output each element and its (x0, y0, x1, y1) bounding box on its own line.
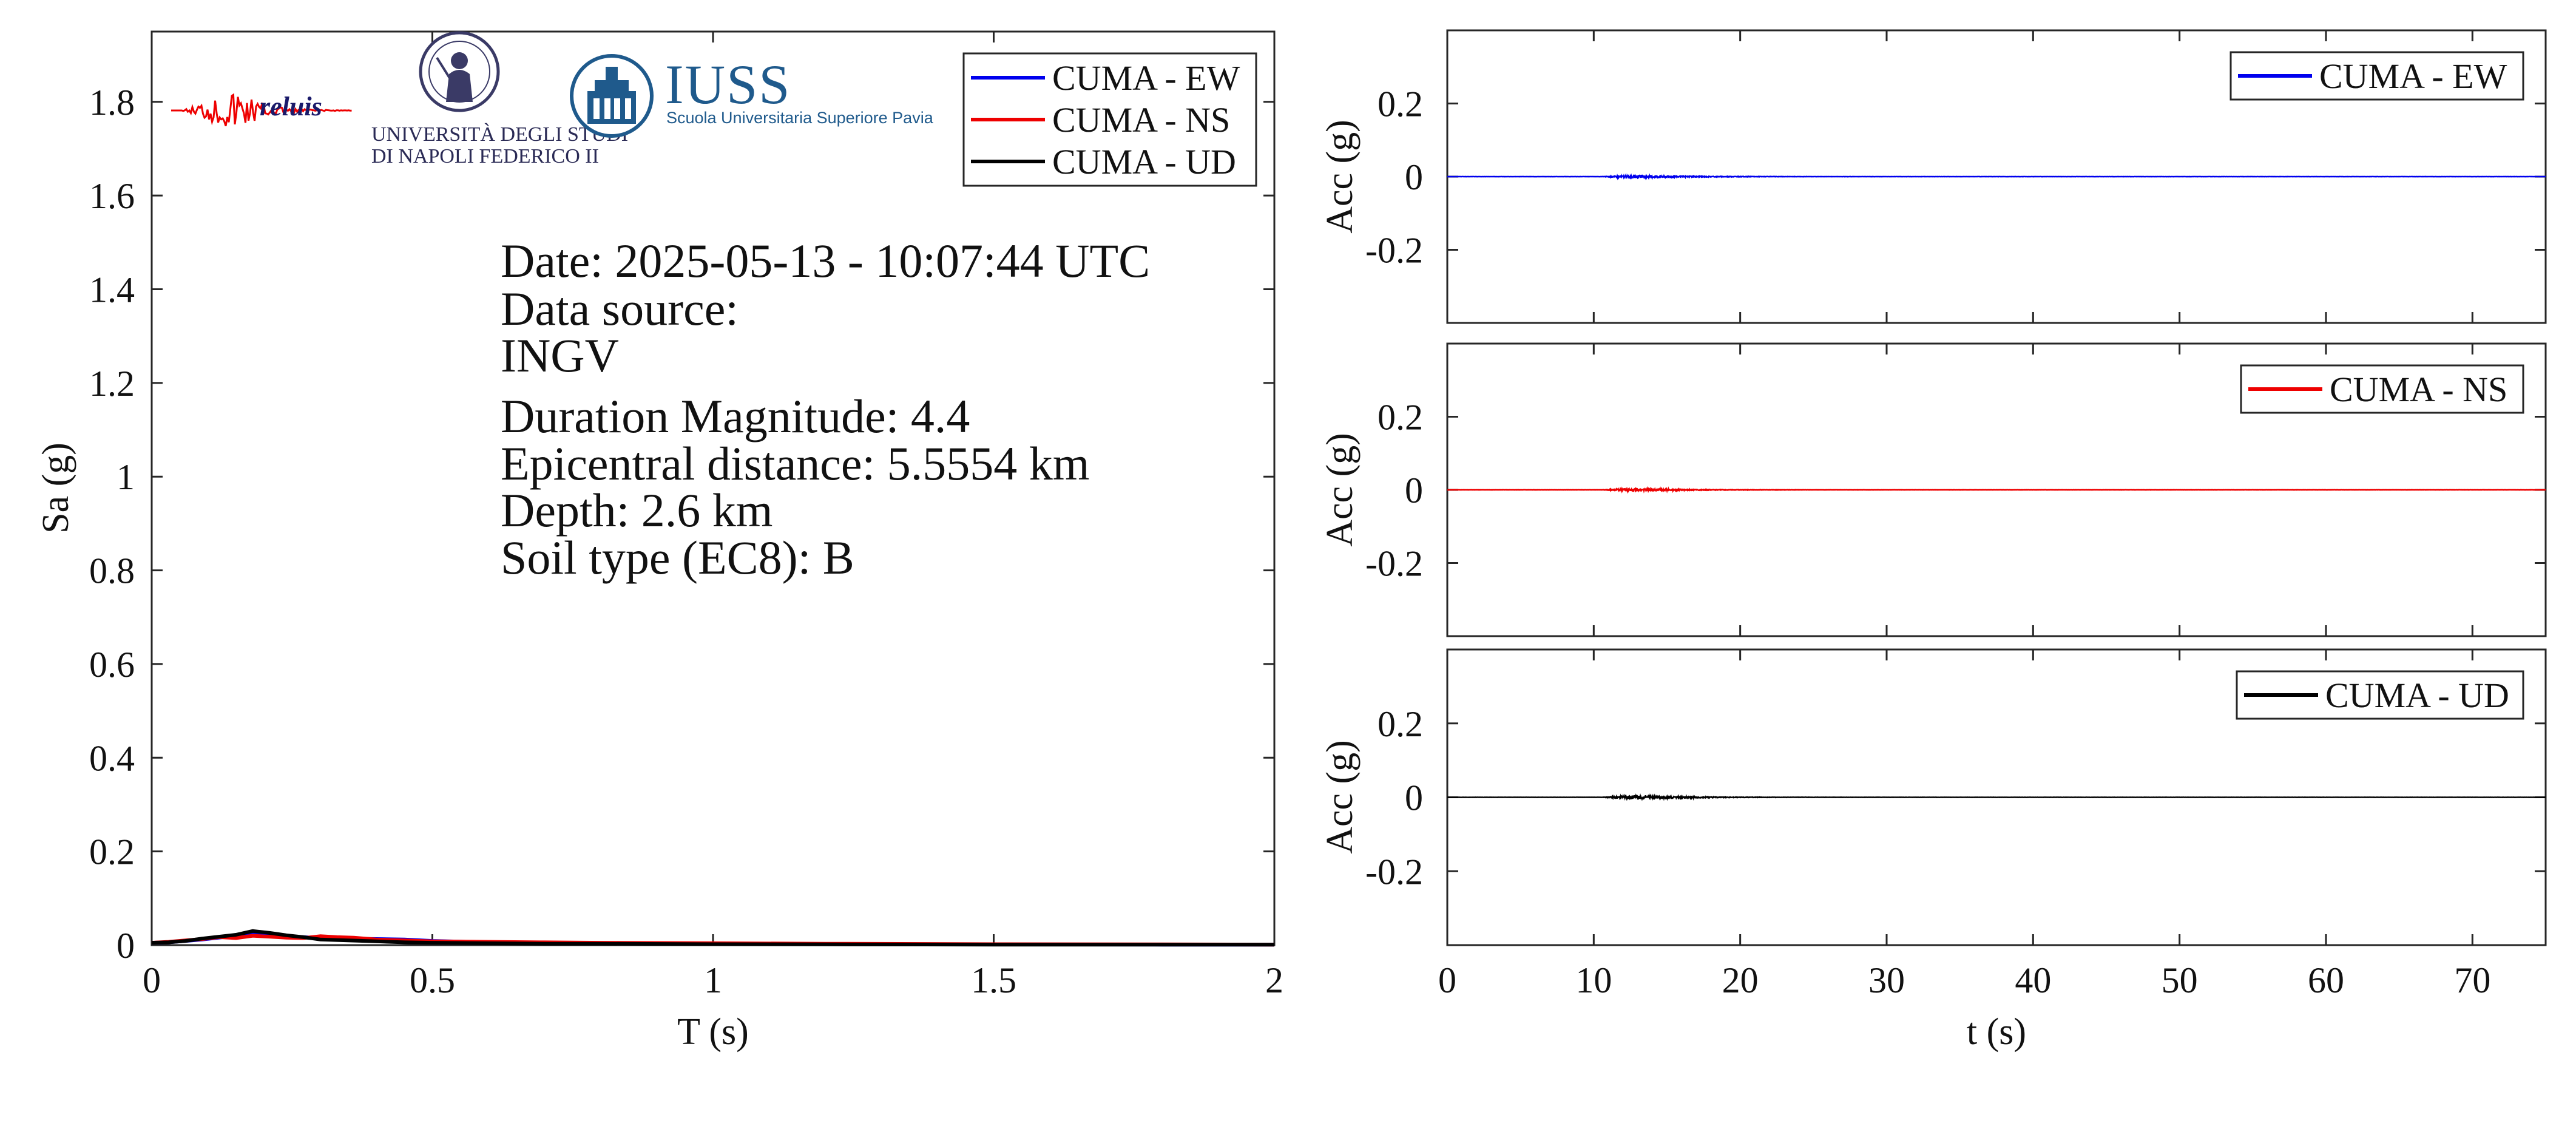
spectrum-ytick-label: 1.8 (89, 83, 135, 123)
acc-ud-xtick-label: 30 (1868, 960, 1905, 1000)
acc-ud-ytick-label: -0.2 (1365, 852, 1423, 892)
spectrum-xtick-label: 0 (143, 960, 161, 1000)
acc-ud-xtick-label: 40 (2015, 960, 2051, 1000)
acc-ns-waveform (1447, 486, 2546, 494)
data-source-label: Data source: (501, 282, 739, 335)
reluis-seismogram-icon (171, 93, 352, 127)
acc-ew-ytick-label: 0.2 (1378, 84, 1423, 124)
acc-ud-xlabel: t (s) (1967, 1011, 2026, 1053)
spectrum-series-group (151, 929, 1275, 947)
acc-ud-xtick-label: 20 (1722, 960, 1759, 1000)
acc-ud-xtick-label: 0 (1438, 960, 1456, 1000)
acc-ew-ytick-label: 0 (1405, 157, 1423, 197)
data-source-value: INGV (501, 329, 619, 382)
spectrum-xtick-label: 1 (704, 960, 722, 1000)
acc-ud-ytick-label: 0 (1405, 778, 1423, 818)
spectrum-ytick-label: 1.4 (89, 270, 135, 310)
spectrum-xtick-label: 2 (1265, 960, 1283, 1000)
spectrum-series-cuma-ud (151, 929, 1274, 947)
spectrum-ytick-label: 0.8 (89, 551, 135, 591)
spectrum-ylabel: Sa (g) (35, 443, 76, 534)
iuss-logo-subtitle: Scuola Universitaria Superiore Pavia (666, 109, 934, 127)
acc-ew-legend-label: CUMA - EW (2319, 56, 2507, 96)
acc-ud-xtick-label: 10 (1575, 960, 1612, 1000)
acc-ns-legend: CUMA - NS (2240, 364, 2524, 414)
spectrum-ytick-label: 1.6 (89, 176, 135, 216)
epicentral-distance: Epicentral distance: 5.5554 km (501, 437, 1089, 490)
acc-ns-ytick-label: -0.2 (1365, 544, 1423, 584)
spectrum-xlabel: T (s) (677, 1011, 749, 1053)
iuss-logo: IUSS Scuola Universitaria Superiore Pavi… (570, 53, 934, 138)
acc-ew-series-group (1447, 173, 2546, 181)
spectrum-ytick-label: 0.4 (89, 738, 135, 778)
acc-ud-ytick-label: 0.2 (1378, 704, 1423, 744)
spectrum-ticks: 0 0.2 0.4 0.6 0.8 1 1.2 1.4 1.6 1.8 0 0.5 1 1.5 2 (89, 32, 1283, 1000)
acc-ud-legend-label: CUMA - UD (2325, 676, 2509, 715)
acc-ns-ytick-label: 0.2 (1378, 398, 1423, 438)
spectrum-ytick-label: 0.6 (89, 645, 135, 685)
reluis-logo-text: reluis (260, 92, 322, 121)
spectrum-xtick-label: 0.5 (410, 960, 455, 1000)
acc-ew-ytick-label: -0.2 (1365, 231, 1423, 271)
acc-ud-xtick-label: 60 (2308, 960, 2344, 1000)
acc-ud-legend: CUMA - UD (2236, 670, 2524, 720)
spectrum-ytick-label: 0 (117, 926, 135, 966)
acc-ew-waveform (1447, 173, 2546, 181)
spectrum-ytick-label: 1 (117, 457, 135, 497)
acc-ew-chart: -0.2 0 0.2 Acc (g) CUMA - EW (1319, 29, 2547, 324)
event-depth: Depth: 2.6 km (501, 484, 772, 537)
acc-ud-series-group (1447, 793, 2546, 801)
acc-ew-legend: CUMA - EW (2229, 51, 2524, 101)
acc-ew-ylabel: Acc (g) (1319, 120, 1361, 234)
acc-ns-ylabel: Acc (g) (1319, 433, 1361, 547)
unina-logo: UNIVERSITÀ DEGLI STUDI DI NAPOLI FEDERIC… (371, 31, 628, 168)
event-date: Date: 2025-05-13 - 10:07:44 UTC (501, 234, 1150, 287)
acc-ew-ticks: -0.2 0 0.2 (1365, 30, 2546, 323)
acc-ns-series-group (1447, 486, 2546, 494)
legend-label-ud: CUMA - UD (1052, 142, 1236, 181)
acc-ud-ylabel: Acc (g) (1319, 740, 1361, 854)
acc-ud-chart: -0.2 0 0.2 0 10 20 30 40 50 60 70 Acc (g) t (s) CU… (1319, 648, 2547, 1053)
legend-label-ns: CUMA - NS (1052, 100, 1230, 140)
acc-ns-legend-label: CUMA - NS (2330, 370, 2507, 409)
iuss-logo-text: IUSS (665, 53, 791, 115)
acc-ns-chart: -0.2 0 0.2 Acc (g) CUMA - NS (1319, 342, 2547, 637)
unina-seal-icon (419, 31, 500, 112)
soil-type: Soil type (EC8): B (501, 531, 854, 584)
acc-ns-ytick-label: 0 (1405, 470, 1423, 510)
iuss-building-icon (570, 54, 654, 138)
spectrum-ytick-label: 1.2 (89, 364, 135, 404)
event-magnitude: Duration Magnitude: 4.4 (501, 390, 970, 443)
spectrum-legend: CUMA - EW CUMA - NS CUMA - UD (962, 52, 1257, 187)
acc-ud-xtick-label: 50 (2162, 960, 2198, 1000)
spectrum-chart: 0 0.2 0.4 0.6 0.8 1 1.2 1.4 1.6 1.8 0 0.5 1 1.5 2 T (s… (35, 30, 1283, 1053)
spectrum-xtick-label: 1.5 (971, 960, 1016, 1000)
reluis-wave-trace (171, 93, 352, 127)
reluis-logo: reluis (171, 92, 352, 127)
acc-ud-xtick-label: 70 (2454, 960, 2490, 1000)
event-info: Date: 2025-05-13 - 10:07:44 UTC Data sou… (501, 234, 1150, 584)
acc-ud-waveform (1447, 793, 2546, 801)
spectrum-ytick-label: 0.2 (89, 832, 135, 872)
unina-logo-line2: DI NAPOLI FEDERICO II (371, 145, 599, 168)
legend-label-ew: CUMA - EW (1052, 58, 1240, 98)
acc-ud-ticks: -0.2 0 0.2 0 10 20 30 40 50 60 70 (1365, 649, 2546, 1000)
